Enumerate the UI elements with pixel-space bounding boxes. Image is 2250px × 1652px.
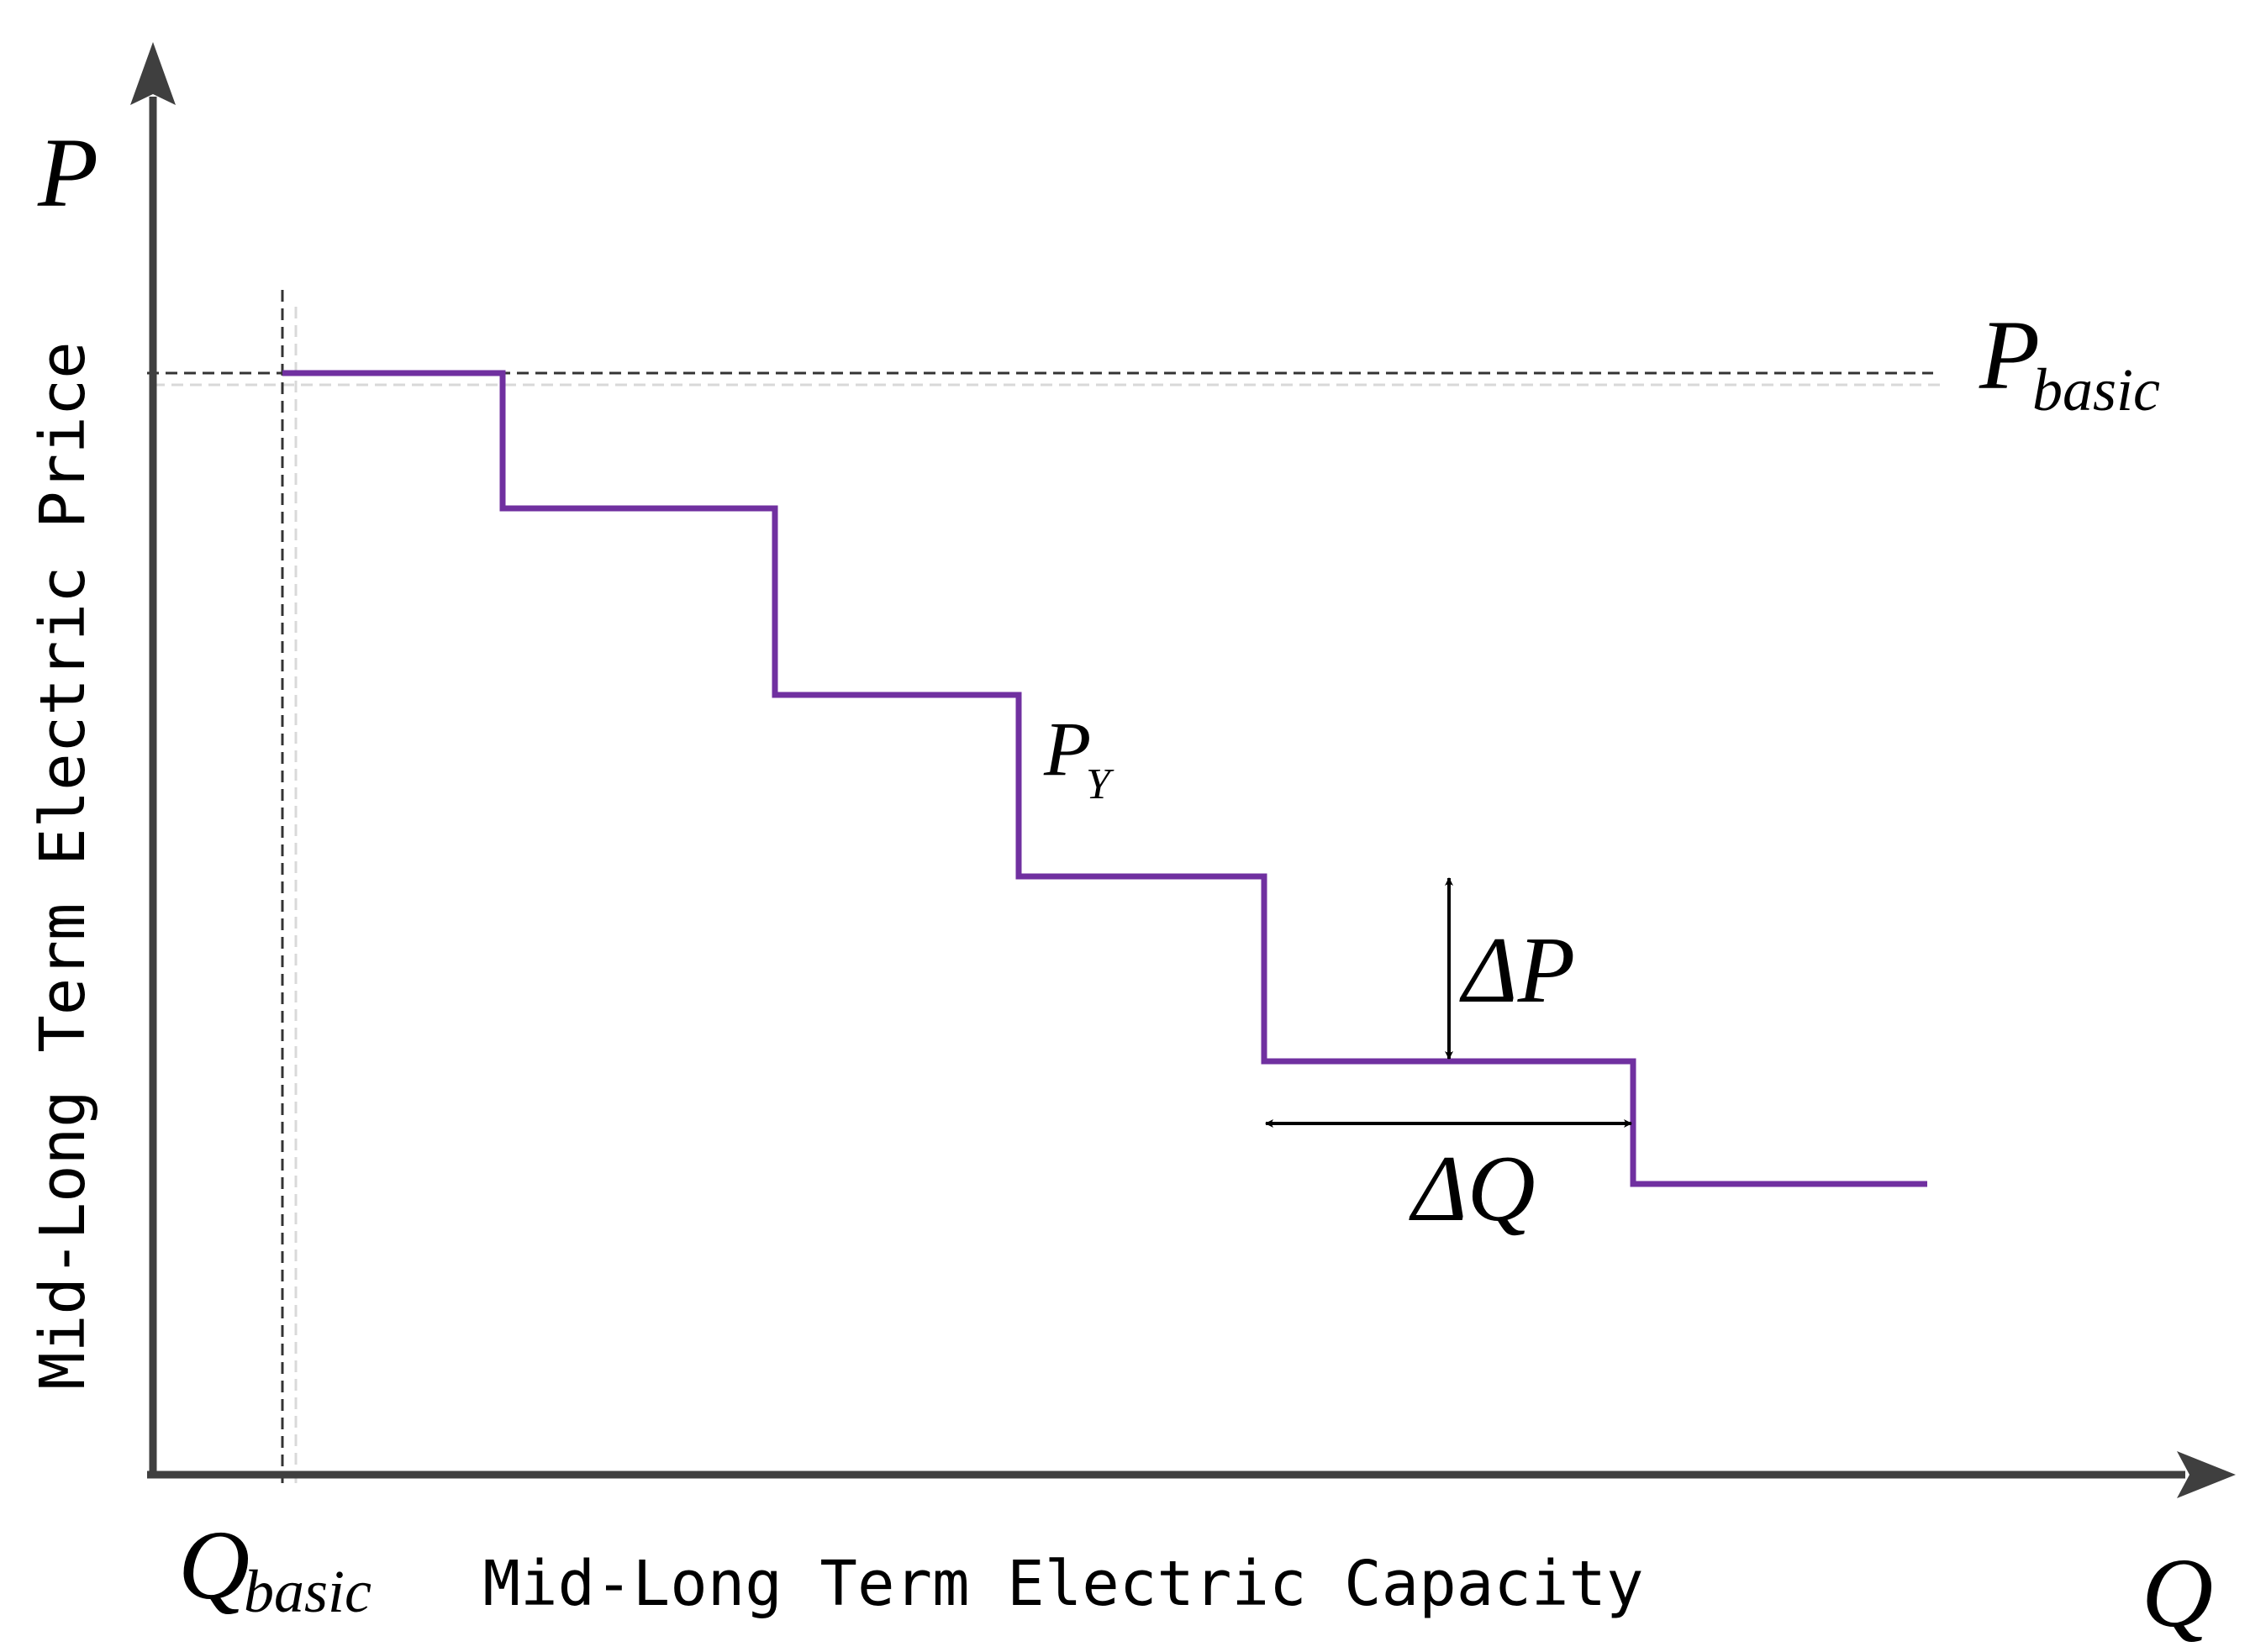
py-sub: Y [1086,760,1114,808]
x-axis-title: Mid-Long Term Electric Capacity [482,1548,1643,1620]
x-axis-arrowhead [2177,1451,2236,1498]
axes [130,42,2236,1498]
p-basic-label: P basic [1979,300,2160,424]
y-axis-symbol: P [37,118,98,228]
q-basic-label: Q basic [178,1510,371,1625]
step-price-curve [282,370,1927,1187]
p-basic-main: P [1979,300,2040,410]
y-axis-title: Mid-Long Term Electric Price [27,341,99,1389]
guide-lines [147,290,1946,1489]
delta-p-label: ΔP [1459,918,1575,1023]
p-basic-sub: basic [2032,356,2160,424]
py-label: P Y [1043,706,1114,808]
delta-q-label: ΔQ [1409,1137,1536,1241]
py-main: P [1043,706,1091,792]
y-axis-arrowhead [130,42,176,105]
x-axis-symbol: Q [2142,1538,2213,1648]
q-basic-sub: basic [244,1558,371,1625]
q-basic-main: Q [178,1510,250,1620]
delta-arrows [1265,877,1632,1128]
